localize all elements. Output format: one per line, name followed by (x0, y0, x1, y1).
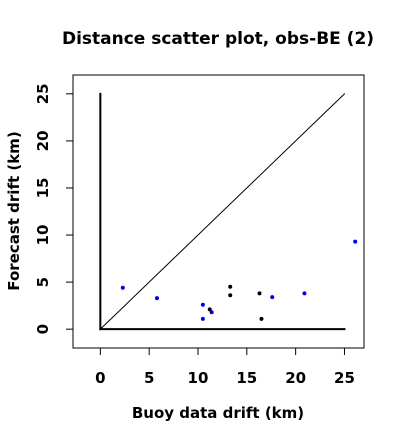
plot-frame (72, 74, 365, 349)
x-tick-label: 5 (144, 369, 154, 387)
data-point (270, 295, 275, 300)
data-point (200, 316, 205, 321)
x-tick-label: 15 (236, 369, 257, 387)
data-point (228, 293, 233, 298)
data-point (302, 291, 307, 296)
data-point (200, 302, 205, 307)
x-axis-label: Buoy data drift (km) (132, 404, 304, 422)
data-point (228, 284, 233, 289)
y-tick-label: 20 (34, 130, 52, 151)
data-point (207, 307, 212, 312)
chart-title: Distance scatter plot, obs-BE (2) (62, 29, 374, 49)
x-tick-label: 0 (95, 369, 105, 387)
data-point (120, 285, 125, 290)
identity-line (99, 93, 346, 330)
axis-ticks: 0 5 10 15 20 25 0 5 10 15 20 25 (34, 83, 355, 387)
reference-lines (99, 92, 346, 331)
data-point (154, 296, 159, 301)
y-tick-label: 15 (34, 178, 52, 199)
y-tick-label: 10 (34, 225, 52, 246)
data-point (209, 310, 214, 315)
x-tick-label: 10 (188, 369, 209, 387)
y-tick-label: 25 (34, 83, 52, 104)
data-points (120, 239, 358, 321)
y-tick-label: 0 (34, 324, 52, 334)
data-point (259, 316, 264, 321)
x-tick-label: 25 (334, 369, 355, 387)
y-axis-label: Forecast drift (km) (5, 131, 23, 290)
x-tick-label: 20 (285, 369, 306, 387)
data-point (257, 291, 262, 296)
data-point (353, 239, 358, 244)
y-tick-label: 5 (34, 277, 52, 287)
